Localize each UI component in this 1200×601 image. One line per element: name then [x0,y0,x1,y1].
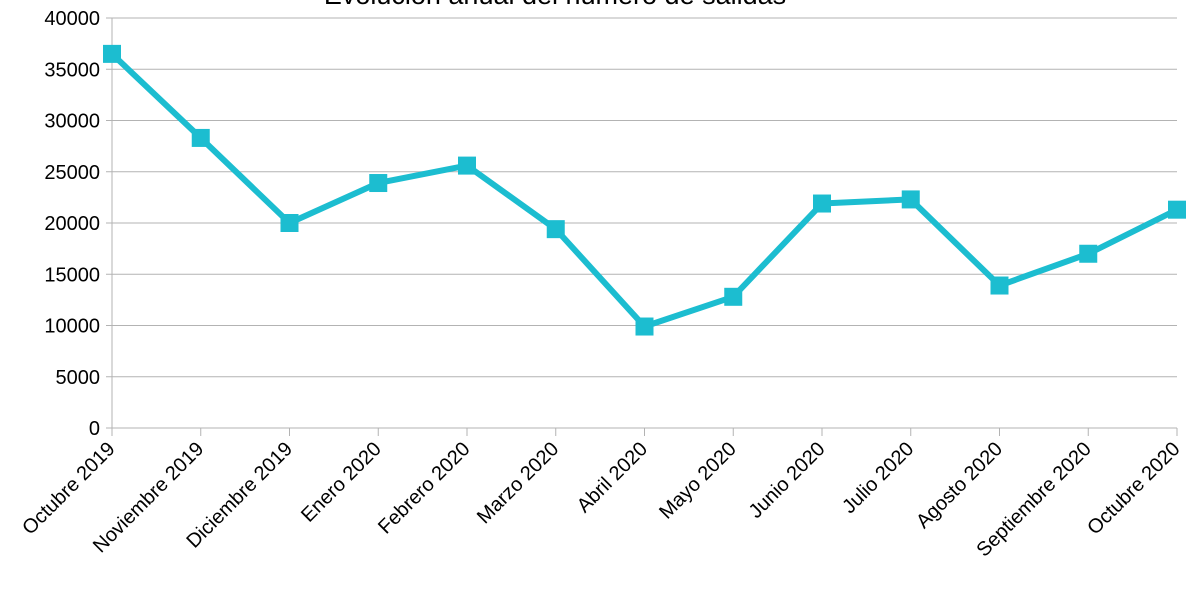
x-tick-label: Marzo 2020 [473,438,563,528]
y-tick-label: 25000 [44,162,100,184]
data-point [813,194,831,213]
x-tick-label: Agosto 2020 [912,438,1007,533]
x-tick-label: Abril 2020 [573,438,652,517]
y-tick-label: 30000 [44,111,100,133]
data-point [280,214,299,232]
x-tick-label: Junio 2020 [745,438,830,523]
data-point [458,156,476,175]
y-tick-label: 15000 [44,264,100,286]
y-tick-label: 10000 [44,316,100,338]
x-tick-label: Enero 2020 [297,438,386,527]
data-point [990,276,1009,295]
y-tick-label: 0 [89,418,100,440]
x-tick-label: Febrero 2020 [374,438,474,538]
data-point [1079,244,1098,263]
data-point [103,44,121,63]
y-tick-label: 40000 [44,8,100,30]
data-point [369,174,388,193]
x-tick-label: Julio 2020 [838,438,918,518]
data-point [1168,200,1186,219]
y-tick-label: 20000 [44,213,100,235]
data-point [635,317,654,336]
x-tick-label: Octubre 2020 [1083,438,1184,539]
x-tick-label: Mayo 2020 [655,438,741,524]
data-point [191,128,210,147]
data-point [546,220,565,239]
y-tick-label: 35000 [44,59,100,81]
y-tick-label: 5000 [56,367,101,389]
data-point [724,287,743,306]
data-line [109,51,1179,330]
x-tick-label: Octubre 2019 [18,438,119,539]
data-point [901,190,920,209]
chart-title: Evolución anual del número de salidas [324,0,786,10]
